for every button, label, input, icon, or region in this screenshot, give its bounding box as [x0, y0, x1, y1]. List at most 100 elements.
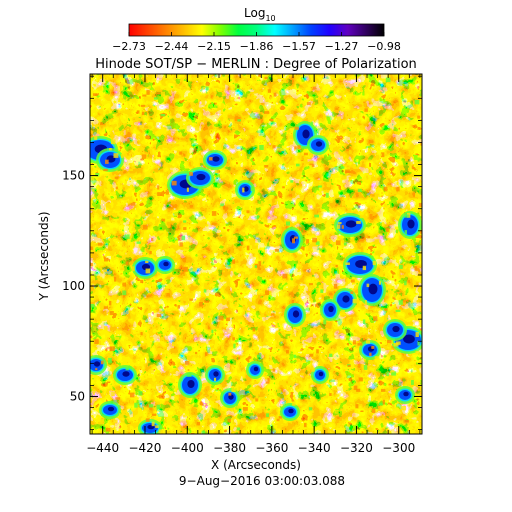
map-speckle-dot	[372, 316, 378, 321]
patch-center	[107, 406, 115, 412]
map-speckle-dot	[172, 342, 177, 347]
map-speckle-dot	[325, 417, 328, 422]
map-speckle-dot	[306, 102, 311, 106]
map-speckle-dot	[337, 222, 342, 225]
map-speckle-dot	[352, 340, 357, 345]
map-speckle-dot	[344, 170, 348, 174]
map-speckle-dot	[172, 385, 175, 389]
map-speckle-dot	[385, 227, 389, 232]
map-speckle-dot	[257, 91, 262, 95]
map-speckle-dot	[204, 300, 209, 303]
map-speckle-dot	[131, 228, 135, 231]
map-speckle-dot	[233, 249, 239, 253]
colorbar-tick-label: −2.44	[155, 40, 189, 53]
map-speckle-dot	[155, 425, 159, 429]
map-speckle-dot	[398, 264, 403, 269]
map-speckle-dot	[292, 401, 296, 406]
map-speckle-dot	[421, 420, 422, 424]
x-tick-label: −360	[255, 441, 288, 455]
map-speckle-dot	[365, 340, 371, 344]
colorbar-tick-label: −0.98	[367, 40, 401, 53]
map-speckle-dot	[415, 166, 421, 170]
map-speckle-dot	[315, 288, 319, 293]
map-speckle-dot	[125, 261, 129, 266]
map-speckle-dot	[338, 138, 343, 141]
map-speckle-dot	[264, 76, 268, 80]
map-speckle-dot	[255, 398, 259, 402]
map-speckle-dot	[97, 242, 103, 246]
map-speckle-dot	[273, 92, 277, 97]
map-speckle-dot	[359, 215, 364, 219]
map-speckle-dot	[295, 163, 300, 167]
map-speckle-dot	[378, 402, 384, 406]
map-speckle-dot	[151, 237, 154, 242]
map-speckle-dot	[145, 260, 149, 264]
map-speckle-dot	[275, 223, 279, 227]
map-speckle-dot	[160, 113, 166, 117]
map-speckle-dot	[163, 367, 168, 372]
map-speckle-dot	[339, 139, 342, 144]
map-speckle-dot	[128, 200, 133, 204]
map-speckle-dot	[338, 266, 343, 270]
map-speckle-dot	[171, 180, 177, 186]
map-speckle-dot	[362, 265, 366, 269]
map-speckle-dot	[236, 354, 240, 357]
map-speckle-dot	[303, 201, 308, 205]
y-axis-tick-labels: 50 100 150	[62, 169, 85, 404]
x-axis-label: X (Arcseconds)	[211, 458, 301, 472]
map-speckle-dot	[407, 161, 413, 166]
map-speckle-dot	[146, 89, 150, 95]
map-speckle-dot	[267, 200, 272, 204]
map-speckle-dot	[272, 363, 277, 368]
patch-center	[328, 305, 334, 313]
colorbar-tick-label: −1.86	[240, 40, 274, 53]
map-speckle-dot	[201, 430, 206, 434]
map-speckle-dot	[324, 395, 329, 399]
map-speckle-dot	[247, 363, 250, 366]
map-speckle-dot	[347, 424, 351, 427]
map-speckle-dot	[200, 235, 204, 241]
map-speckle-dot	[168, 392, 172, 397]
map-speckle-dot	[390, 340, 393, 345]
map-speckle-dot	[275, 324, 279, 328]
map-speckle-dot	[285, 350, 289, 354]
patch-center	[288, 408, 294, 414]
map-speckle-dot	[355, 404, 359, 409]
map-speckle-dot	[165, 190, 169, 195]
map-speckle-dot	[378, 280, 382, 285]
map-speckle-dot	[359, 125, 364, 130]
map-speckle-dot	[265, 381, 270, 384]
patch-center	[253, 366, 259, 372]
map-speckle-dot	[90, 303, 95, 308]
map-speckle-dot	[148, 404, 154, 408]
map-speckle-dot	[335, 264, 338, 268]
map-speckle-dot	[189, 172, 193, 176]
map-speckle-dot	[411, 164, 414, 170]
map-speckle-dot	[274, 248, 280, 252]
map-speckle-dot	[169, 377, 173, 381]
map-speckle-dot	[315, 241, 320, 245]
map-speckle-dot	[108, 357, 112, 363]
map-speckle-dot	[292, 238, 296, 244]
map-speckle-dot	[333, 283, 338, 289]
map-speckle-dot	[174, 213, 179, 216]
map-speckle-dot	[359, 82, 363, 87]
map-speckle-dot	[342, 207, 346, 212]
map-speckle-dot	[108, 300, 112, 306]
map-speckle-dot	[329, 393, 332, 396]
map-speckle-dot	[380, 233, 383, 236]
map-speckle-dot	[149, 368, 154, 374]
map-speckle-dot	[340, 166, 345, 169]
map-speckle-dot	[419, 230, 422, 234]
map-speckle-dot	[282, 186, 285, 189]
y-tick-label: 100	[62, 279, 85, 293]
x-tick-label: −320	[340, 441, 373, 455]
map-speckle-dot	[178, 110, 182, 113]
map-speckle-dot	[151, 382, 156, 387]
map-speckle-dot	[310, 121, 313, 126]
patch-center	[212, 156, 220, 162]
map-speckle-dot	[119, 413, 124, 419]
map-speckle-dot	[277, 388, 282, 394]
map-speckle-dot	[384, 308, 388, 311]
